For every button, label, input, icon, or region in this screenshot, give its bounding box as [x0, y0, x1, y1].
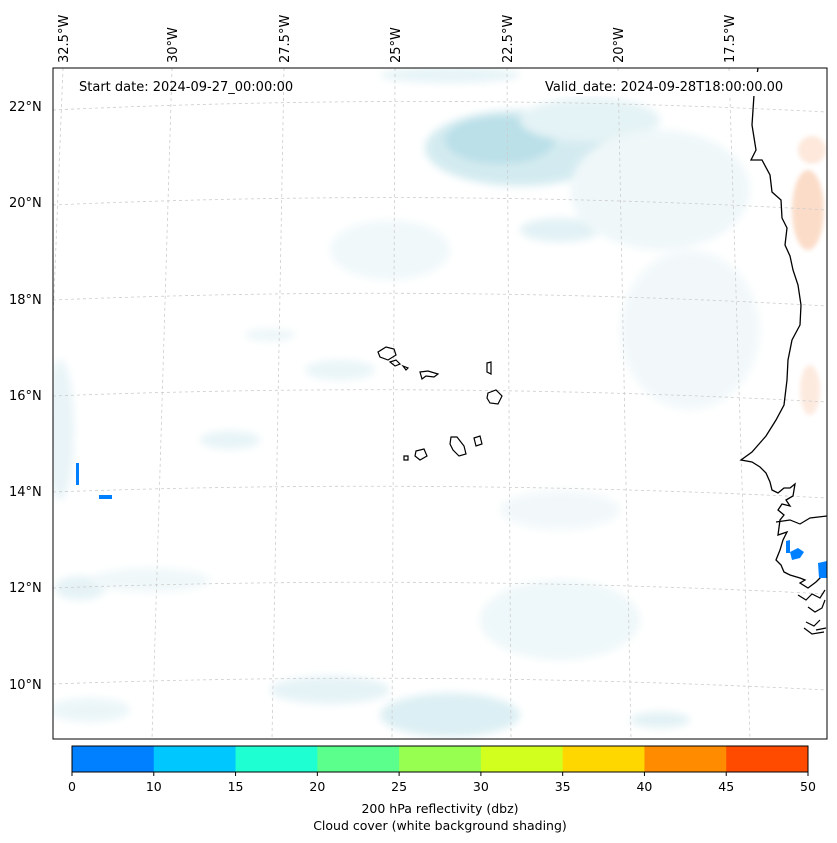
colorbar-tick-label: 35 [555, 779, 571, 794]
lon-label-27.5w: 27.5°W [278, 15, 293, 63]
map-area: Start date: 2024-09-27_00:00:00 Valid_da… [53, 68, 827, 739]
colorbar-segment [235, 746, 318, 772]
colorbar-tick-label: 20 [309, 779, 325, 794]
valid-date-text: Valid_date: 2024-09-28T18:00:00.00 [545, 80, 783, 95]
lon-label-22.5w: 22.5°W [501, 15, 516, 63]
gambia-coast [775, 515, 827, 525]
reflectivity-patches [76, 463, 827, 578]
colorbar-tick-label: 15 [228, 779, 244, 794]
lon-label-32.5w: 32.5°W [57, 15, 72, 63]
lat-label-16n: 16°N [9, 389, 42, 404]
colorbar-tick-label: 40 [636, 779, 652, 794]
cloud-cover-shading [53, 68, 826, 737]
colorbar-segment [153, 746, 237, 772]
lon-label-17.5w: 17.5°W [723, 15, 738, 63]
cape-verde-islands [377, 346, 503, 461]
latitude-labels: 22°N 20°N 18°N 16°N 14°N 12°N 10°N [9, 100, 42, 693]
colorbar-label-line2: Cloud cover (white background shading) [313, 818, 567, 833]
colorbar-tick-label: 45 [718, 779, 734, 794]
lat-label-20n: 20°N [9, 196, 42, 211]
colorbar: 0 10 15 20 25 30 35 40 45 50 [68, 745, 816, 794]
start-date-text: Start date: 2024-09-27_00:00:00 [79, 80, 293, 95]
colorbar-segment [644, 746, 727, 772]
colorbar-frame [71, 745, 809, 773]
lon-label-25w: 25°W [389, 27, 404, 63]
guinea-bissau-coast [797, 589, 827, 635]
colorbar-tick-label: 10 [146, 779, 162, 794]
lat-label-12n: 12°N [9, 581, 42, 596]
colorbar-label-line1: 200 hPa reflectivity (dbz) [361, 801, 518, 816]
colorbar-tick-label: 50 [800, 779, 816, 794]
lat-label-22n: 22°N [9, 100, 42, 115]
colorbar-segment [72, 746, 155, 772]
valid-date-background [540, 72, 824, 96]
colorbar-segment [399, 746, 482, 772]
lat-label-14n: 14°N [9, 485, 42, 500]
africa-coastline [739, 68, 827, 589]
longitude-labels: 32.5°W 30°W 27.5°W 25°W 22.5°W 20°W 17.5… [57, 15, 738, 63]
colorbar-segment [317, 746, 400, 772]
colorbar-tick-label: 30 [473, 779, 489, 794]
colorbar-segment [480, 746, 564, 772]
lat-label-18n: 18°N [9, 293, 42, 308]
graticule [53, 68, 827, 739]
colorbar-segment [562, 746, 645, 772]
lon-label-20w: 20°W [612, 27, 627, 63]
colorbar-segment [726, 746, 809, 772]
map-frame [52, 67, 828, 740]
colorbar-tick-label: 0 [68, 779, 76, 794]
lat-label-10n: 10°N [9, 678, 42, 693]
lon-label-30w: 30°W [166, 27, 181, 63]
colorbar-tick-label: 25 [391, 779, 407, 794]
